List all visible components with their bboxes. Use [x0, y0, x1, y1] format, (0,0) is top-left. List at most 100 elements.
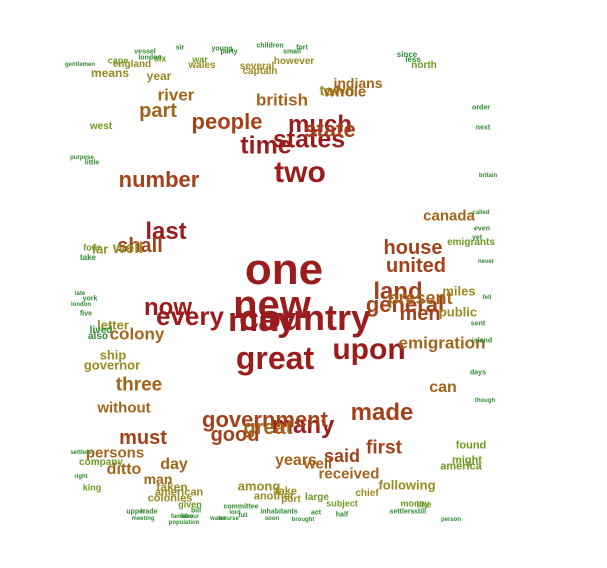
cloud-word: bill [190, 507, 202, 515]
cloud-word: vessel [134, 48, 156, 56]
cloud-word: meeting [131, 516, 155, 522]
cloud-word: upper [126, 508, 146, 516]
cloud-word: made [350, 399, 414, 426]
cloud-word: north [411, 60, 437, 71]
cloud-word: country [238, 297, 372, 338]
cloud-word: british [256, 90, 308, 110]
cloud-word: water [210, 516, 226, 522]
cloud-word: one [244, 245, 324, 294]
cloud-word: chief [355, 488, 379, 499]
cloud-word: four [83, 242, 101, 253]
cloud-word: far [91, 241, 109, 257]
cloud-word: another [253, 490, 295, 503]
cloud-word: land [373, 278, 423, 305]
cloud-word: york [82, 295, 98, 303]
cloud-word: every [156, 301, 224, 331]
cloud-word: state [304, 117, 356, 142]
cloud-word: take [274, 485, 298, 498]
cloud-word: can [429, 379, 457, 396]
cloud-word: last [145, 218, 187, 245]
cloud-word: fell [482, 295, 492, 301]
cloud-word: much [287, 111, 353, 138]
cloud-word: persons [85, 444, 145, 462]
cloud-word: money [400, 498, 430, 509]
cloud-word: well [112, 240, 144, 257]
cloud-word: public [438, 304, 478, 320]
cloud-word: party [220, 48, 238, 56]
cloud-word: without [97, 399, 151, 417]
cloud-word: never [477, 259, 495, 265]
cloud-word: government [202, 407, 328, 432]
cloud-word: received [318, 465, 380, 483]
cloud-word: london [138, 54, 162, 62]
cloud-word: lived [89, 325, 113, 336]
cloud-word: upon [332, 333, 406, 366]
cloud-word: subject [326, 498, 358, 509]
cloud-word: men [399, 303, 441, 325]
cloud-word: general [365, 292, 445, 317]
cloud-word: sent [470, 320, 486, 328]
cloud-word: person [440, 517, 462, 523]
cloud-word: wales [188, 60, 216, 71]
cloud-word: three [115, 374, 163, 396]
cloud-word: river [157, 85, 195, 105]
cloud-word: great [235, 340, 315, 376]
cloud-word: several [239, 61, 275, 72]
cloud-word: port [281, 494, 301, 505]
cloud-word: new [233, 283, 311, 327]
cloud-word: less [405, 55, 421, 64]
cloud-word: yet [471, 234, 483, 242]
cloud-word: small [283, 48, 301, 56]
cloud-word: since [396, 50, 418, 59]
cloud-word: two [274, 156, 326, 189]
cloud-word: settlers [389, 508, 415, 516]
cloud-word: trade [140, 508, 158, 516]
cloud-word: year [146, 69, 172, 83]
cloud-word: little [84, 159, 100, 167]
cloud-word: governor [83, 357, 141, 373]
cloud-word: states [272, 125, 346, 154]
cloud-word: colony [109, 324, 165, 344]
cloud-word: brought [291, 517, 315, 523]
cloud-word: part [139, 100, 177, 122]
cloud-word: among [237, 478, 281, 494]
cloud-word: now [144, 294, 192, 321]
cloud-word: england [112, 59, 152, 70]
cloud-word: lord [229, 510, 241, 516]
cloud-word: called [472, 210, 490, 216]
cloud-word: full [238, 513, 248, 519]
cloud-word: act [310, 509, 322, 517]
cloud-word: labour [180, 514, 200, 520]
cloud-word: gentlemen [64, 62, 96, 68]
cloud-word: five [79, 310, 93, 318]
cloud-word: found [455, 439, 487, 452]
cloud-word: letter [97, 317, 129, 333]
cloud-word: war [192, 54, 208, 65]
cloud-word: first [366, 437, 402, 459]
cloud-word: late [74, 291, 86, 297]
cloud-word: large [305, 492, 329, 503]
cloud-word: britain [478, 173, 498, 179]
cloud-word: canada [423, 207, 475, 225]
cloud-word: purpose [70, 155, 94, 161]
cloud-word: shall [117, 235, 163, 257]
cloud-word: colonies [147, 492, 193, 505]
cloud-word: inhabitants [260, 508, 298, 516]
cloud-word: number [118, 167, 200, 192]
cloud-word: young [211, 45, 233, 53]
cloud-word: taken [156, 480, 188, 494]
cloud-word: company [79, 457, 123, 468]
cloud-word: population [168, 520, 200, 526]
cloud-word: united [386, 255, 446, 277]
cloud-word: six [153, 53, 167, 64]
cloud-word: must [119, 427, 167, 449]
cloud-word: however [273, 56, 315, 67]
cloud-word: settlers [70, 450, 92, 456]
cloud-word: sir [175, 44, 185, 52]
cloud-word: right [74, 474, 88, 480]
cloud-word: cape [107, 55, 129, 66]
cloud-word: captain [242, 66, 278, 77]
cloud-word: ditto [106, 461, 142, 478]
cloud-word: london [71, 302, 91, 308]
cloud-word: good [210, 424, 260, 446]
